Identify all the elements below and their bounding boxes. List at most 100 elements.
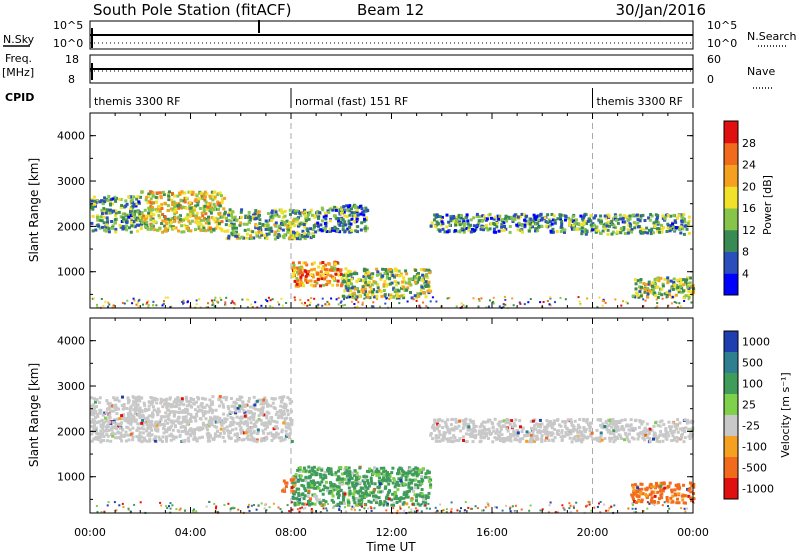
data-cell [588, 421, 592, 425]
data-cell [312, 479, 315, 483]
data-cell [234, 411, 238, 415]
near-range-cell [335, 298, 338, 301]
near-range-cell [626, 302, 629, 305]
data-cell [260, 233, 264, 237]
data-cell [419, 292, 423, 296]
data-cell [305, 227, 309, 231]
data-cell [415, 499, 418, 503]
data-cell [367, 271, 371, 274]
data-cell [657, 227, 661, 231]
data-cell [296, 468, 300, 472]
data-cell [235, 230, 238, 234]
data-cell [416, 280, 419, 284]
data-cell [633, 226, 637, 230]
data-cell [612, 423, 616, 427]
data-cell [242, 236, 246, 240]
data-cell [118, 197, 122, 201]
data-cell [368, 467, 371, 471]
data-cell [228, 208, 232, 212]
data-cell [180, 397, 184, 401]
data-cell [497, 217, 501, 221]
data-cell [149, 423, 153, 427]
data-cell [127, 215, 131, 219]
data-cell [658, 420, 662, 424]
data-cell [190, 219, 194, 223]
data-cell [327, 491, 331, 495]
data-cell [279, 208, 283, 212]
data-cell [106, 434, 110, 438]
near-range-cell [306, 304, 309, 307]
data-cell [336, 267, 340, 271]
data-cell [355, 478, 358, 482]
data-cell [227, 436, 231, 440]
data-cell [110, 432, 113, 436]
data-cell [121, 216, 125, 220]
data-cell [92, 397, 96, 401]
data-cell [632, 497, 635, 501]
data-cell [441, 222, 445, 226]
data-cell [108, 420, 112, 424]
data-cell [152, 398, 156, 402]
data-cell [671, 287, 675, 291]
data-cell [355, 279, 359, 283]
data-cell [132, 220, 136, 223]
data-cell [90, 199, 94, 203]
data-cell [677, 213, 681, 217]
data-cell [424, 280, 428, 284]
data-cell [199, 222, 203, 226]
data-cell [256, 211, 260, 215]
data-cell [216, 224, 219, 228]
data-cell [172, 200, 176, 204]
data-cell [389, 294, 393, 298]
data-cell [166, 209, 170, 212]
data-cell [394, 483, 398, 487]
data-cell [405, 288, 409, 292]
data-cell [627, 440, 631, 444]
data-cell [149, 414, 153, 418]
data-cell [334, 208, 338, 212]
near-range-cell [321, 304, 324, 307]
data-cell [207, 225, 211, 229]
data-cell [555, 418, 559, 422]
data-cell [159, 196, 163, 200]
data-cell [330, 492, 334, 496]
data-cell [665, 496, 669, 499]
near-range-cell [462, 304, 465, 307]
data-cell [140, 435, 144, 439]
data-cell [266, 432, 270, 436]
data-cell [208, 405, 211, 409]
data-cell [420, 481, 424, 485]
near-range-cell [307, 299, 310, 302]
data-cell [646, 231, 650, 235]
data-cell [638, 285, 642, 289]
data-cell [329, 219, 332, 223]
data-cell [269, 226, 273, 230]
data-cell [638, 230, 642, 233]
data-cell [132, 204, 136, 208]
data-cell [100, 208, 104, 212]
data-cell [139, 218, 143, 222]
data-cell [678, 282, 682, 286]
data-cell [354, 229, 358, 233]
data-cell [320, 277, 324, 281]
data-cell [663, 277, 667, 281]
data-cell [332, 277, 336, 281]
data-cell [570, 423, 574, 427]
data-cell [516, 215, 520, 219]
data-cell [504, 421, 508, 425]
data-cell [308, 210, 312, 214]
data-cell [340, 482, 344, 486]
data-cell [677, 290, 681, 294]
data-cell [101, 200, 105, 204]
data-cell [165, 222, 169, 226]
data-cell [143, 409, 147, 413]
data-cell [393, 494, 397, 498]
data-cell [375, 273, 379, 277]
data-cell [345, 204, 348, 208]
data-cell [166, 204, 170, 208]
data-cell [235, 219, 239, 222]
data-cell [159, 401, 163, 405]
data-cell [212, 202, 216, 206]
data-cell [681, 227, 685, 231]
data-cell [181, 425, 185, 429]
